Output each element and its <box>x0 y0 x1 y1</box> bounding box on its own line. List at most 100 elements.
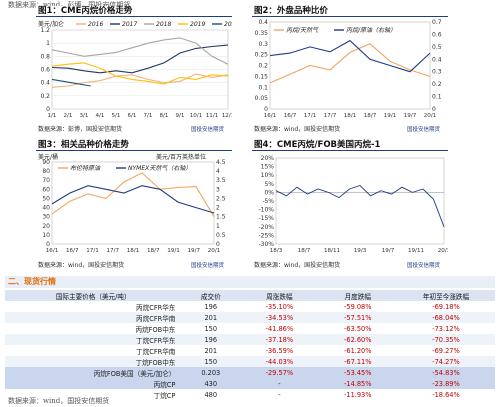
table-row: 丁烷CFR华东 196 -37.18% -62.60% -70.35% <box>5 334 495 345</box>
y-tick-label: 0 <box>46 241 50 248</box>
legend-label: 丙烷/天然气 <box>286 26 319 34</box>
y-right-tick-label: 4.5 <box>216 159 226 166</box>
legend-label: 2018 <box>156 21 171 28</box>
x-tick-label: 10/1 <box>190 113 203 119</box>
y-right-tick-label: 0.3 <box>432 69 442 76</box>
x-tick-label: 19/1 <box>384 113 397 119</box>
table-row: 丁烷FOB中东 150 -44.03% -67.11% -74.27% <box>5 356 495 367</box>
chart-ratio: 0 0.05 0.1 0.15 0.2 0.25 0.3 0.35 0.4 0 0.1 0.2 0.3 0… <box>255 19 442 119</box>
price-cell: 201 <box>181 345 241 356</box>
series-line-2 <box>51 44 229 74</box>
table-row: 丙烷FOB美国（美元/加仑） 0.203 -29.57% -53.45% -54.83% <box>5 367 495 378</box>
ytd-change-cell: -54.83% <box>396 367 495 378</box>
x-tick-label: 19/11 <box>408 248 425 254</box>
x-tick-label: 19/7 <box>382 248 395 254</box>
table-row: 丁烷CFR华南 201 -36.59% -61.20% -69.27% <box>5 345 495 356</box>
x-tick-label: 18/7 <box>298 248 311 254</box>
y-right-tick-label: 0 <box>432 106 436 113</box>
x-tick-label: 8/1 <box>159 113 168 119</box>
panel-source: 数据来源：彭博，国投安信期货 <box>38 126 123 133</box>
price-cell: 430 <box>181 378 241 389</box>
y-tick-label: 70 <box>42 177 50 184</box>
x-tick-label: 18/7 <box>364 113 377 119</box>
x-tick-label: 17/7 <box>324 113 337 119</box>
chart-related-prices: 美元/桶 美元/百万英热单位 0 10 20 30 40 50 60 70 80 90 0 0.5 1 1.5… <box>38 153 226 254</box>
bottom-source-note: 数据来源：wind，国投安信期货 <box>8 397 110 405</box>
y-right-tick-label: 3 <box>216 186 220 193</box>
legend-label: 2019 <box>190 21 205 28</box>
series-line-1 <box>275 184 445 227</box>
table-header-row: 国际主要价格（美元/吨） 成交价 周涨跌幅 月度跌幅 年初至今涨跌幅 <box>5 290 495 301</box>
row-name-cell: 丙烷CFR华南 <box>5 312 182 323</box>
y-right-tick-label: 1 <box>216 223 220 230</box>
series-line-4 <box>51 62 229 85</box>
y-right-tick-label: 0.2 <box>432 81 442 88</box>
y-right-tick-label: 0.1 <box>432 94 442 101</box>
monthly-change-cell: -59.08% <box>318 301 397 312</box>
row-name-cell: 丙烷FOB美国（美元/加仑） <box>5 367 182 378</box>
y-tick-label: -5% <box>262 198 274 205</box>
y-right-tick-label: 4 <box>216 168 220 175</box>
weekly-change-cell: -41.86% <box>240 323 319 334</box>
y-tick-label: 1 <box>46 40 50 47</box>
row-name-cell: 丙烷CP <box>5 378 182 389</box>
weekly-change-cell: -37.18% <box>240 334 319 345</box>
legend-label: 布伦特原油 <box>70 164 101 172</box>
y-tick-label: 20 <box>42 223 50 230</box>
plot-frame <box>269 21 431 110</box>
table-row: 丙烷CP 430- -14.85% -23.89% <box>5 378 495 389</box>
y-tick-label: -15% <box>258 215 274 222</box>
weekly-change-cell: -34.53% <box>240 312 319 323</box>
weekly-change-cell: -44.03% <box>240 356 319 367</box>
y-right-tick-label: 0.5 <box>216 232 226 239</box>
y-tick-label: 20% <box>261 155 275 162</box>
panel-title: 图3：相关品种价格走势 <box>36 140 232 151</box>
weekly-change-cell: - <box>240 389 319 400</box>
y-right-tick-label: 0 <box>216 241 220 248</box>
row-name-cell: 丁烷CFR华南 <box>5 345 182 356</box>
y-tick-label: 0.4 <box>258 19 268 26</box>
ytd-change-cell: -68.04% <box>396 312 495 323</box>
ytd-change-cell: -23.89% <box>396 378 495 389</box>
y-tick-label: -20% <box>258 224 274 231</box>
y-tick-label: 0.2 <box>258 63 268 70</box>
row-name-cell: 丁烷CFR华东 <box>5 334 182 345</box>
legend-label: 丙烷/原油（右轴） <box>346 26 396 34</box>
price-cell: 201 <box>181 312 241 323</box>
panel-title: 图1：CME丙烷价格走势 <box>36 6 232 17</box>
y-tick-label: 0.8 <box>40 53 50 60</box>
logo-text: 国投安信期货 <box>191 127 225 133</box>
y-tick-label: 0.35 <box>255 30 269 37</box>
spot-price-table: 国际主要价格（美元/吨） 成交价 周涨跌幅 月度跌幅 年初至今涨跌幅 丙烷CFR… <box>5 290 495 400</box>
panel-source: 数据来源：wind，国投安信期货 <box>254 126 341 133</box>
y-right-tick-label: 2.5 <box>216 195 226 202</box>
y-tick-label: 50 <box>42 195 50 202</box>
y-right-tick-label: 2 <box>216 205 220 212</box>
y-tick-label: 5% <box>264 181 274 188</box>
series-line-5 <box>51 78 91 87</box>
chart-cme-propane-price: 美元/加仑 0 0.2 0.4 0.6 0.8 1 1.2 1/1 2/1 3/1 4/1 5/1 6/1… <box>38 20 232 119</box>
series-line-3 <box>51 37 229 65</box>
price-cell: 150 <box>181 356 241 367</box>
x-tick-label: 18/1 <box>127 248 140 254</box>
panel-title: 图4：CME丙烷/FOB美国丙烷-1 <box>252 140 448 151</box>
y-tick-label: 0.4 <box>40 80 50 87</box>
legend-label: NYMEX天然气（右轴） <box>128 164 191 172</box>
x-tick-label: 18/7 <box>147 248 160 254</box>
row-name-cell: 丁烷FOB中东 <box>5 356 182 367</box>
panel-related-prices: 图3：相关品种价格走势 美元/桶 美元/百万英热单位 0 10 20 30 40 50 60 70… <box>36 140 232 270</box>
x-tick-label: 18/3 <box>270 248 283 254</box>
x-tick-label: 17/7 <box>106 248 119 254</box>
monthly-change-cell: -53.45% <box>318 367 397 378</box>
weekly-change-cell: -36.59% <box>240 345 319 356</box>
row-name-cell: 丙烷CFR华东 <box>5 301 182 312</box>
monthly-change-cell: -14.85% <box>318 378 397 389</box>
section-title: 二、现货行情 <box>5 276 495 288</box>
header-cell: 周涨跌幅 <box>240 290 319 301</box>
ytd-change-cell: -69.27% <box>396 345 495 356</box>
y-right-tick-label: 0.5 <box>432 44 442 51</box>
ytd-change-cell: -70.35% <box>396 334 495 345</box>
weekly-change-cell: - <box>240 378 319 389</box>
series-line-1 <box>269 43 431 84</box>
monthly-change-cell: -67.11% <box>318 356 397 367</box>
